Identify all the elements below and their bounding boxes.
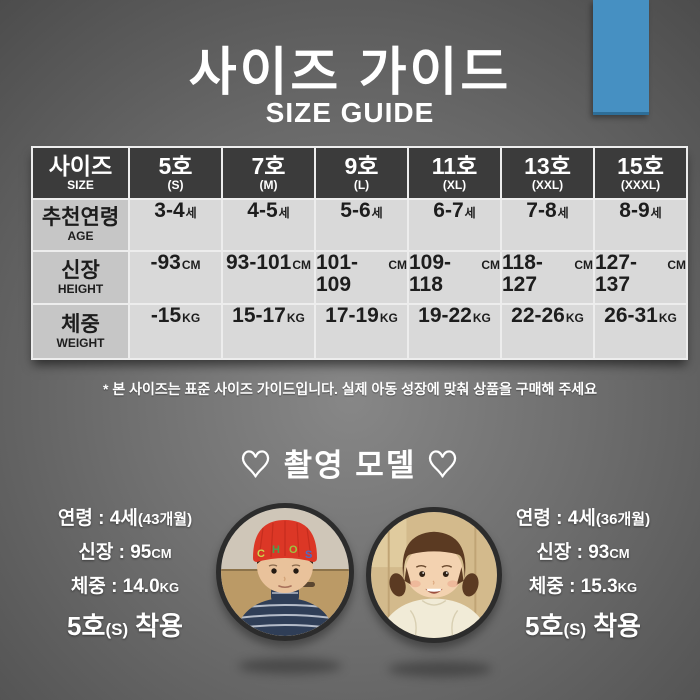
height-cell: 109-118 CM xyxy=(409,251,500,303)
photo-shadow xyxy=(238,658,342,674)
models-heading: ♡ 촬영 모델 ♡ xyxy=(240,448,460,483)
row-sublabel: WEIGHT xyxy=(56,335,105,350)
row-label: 신장 xyxy=(61,258,100,282)
column-header-15: 15호 (XXXL) xyxy=(595,148,686,198)
boy-in-red-knit-hat-illustration: C H O S xyxy=(221,508,349,636)
left-model-photo: C H O S xyxy=(216,503,354,641)
row-label: 체중 xyxy=(61,312,100,336)
size-label: 11호 xyxy=(431,153,478,180)
row-label-height: 신장 HEIGHT xyxy=(33,252,128,303)
hat-letter: C xyxy=(257,548,265,560)
right-model-photo xyxy=(366,507,502,643)
height-cell: 93-101 CM xyxy=(223,251,314,303)
age-line: 연령 : 4세(36개월) xyxy=(515,508,651,529)
age-cell: 8-9 세 xyxy=(595,199,686,250)
hat-letter: S xyxy=(305,549,312,561)
row-label: 추천연령 xyxy=(41,206,120,230)
weight-cell: 22-26 KG xyxy=(502,304,593,358)
left-model-stats: 연령 : 4세(43개월) 신장 : 95CM 체중 : 14.0KG 5호(S… xyxy=(22,506,228,646)
size-label: 7호 xyxy=(251,153,286,180)
table-corner-cell: 사이즈 SIZE xyxy=(33,148,128,198)
photo-shadow xyxy=(388,661,492,677)
size-label: 5호 xyxy=(158,153,193,180)
column-header-13: 13호 (XXL) xyxy=(502,148,593,198)
size-label: 9호 xyxy=(344,153,379,180)
right-model-stats: 연령 : 4세(36개월) 신장 : 93CM 체중 : 15.3KG 5호(S… xyxy=(476,506,690,646)
worn-size-line: 5호(S) 착용 xyxy=(525,611,641,641)
size-code: (XXL) xyxy=(531,178,564,193)
size-table: 사이즈 SIZE 5호 (S) 7호 (M) 9호 (L) 11호 (XL) 1… xyxy=(31,146,688,360)
age-cell: 4-5 세 xyxy=(223,199,314,250)
size-label: 15호 xyxy=(617,153,664,180)
height-cell: -93 CM xyxy=(130,251,221,303)
weight-line: 체중 : 15.3KG xyxy=(528,576,638,597)
corner-label: 사이즈 xyxy=(48,153,113,180)
row-sublabel: AGE xyxy=(67,229,94,244)
size-label: 13호 xyxy=(524,153,571,180)
size-code: (XXXL) xyxy=(620,178,661,193)
age-cell: 7-8 세 xyxy=(502,199,593,250)
weight-cell: 19-22 KG xyxy=(409,304,500,358)
hat-letter: O xyxy=(289,544,298,556)
age-cell: 3-4 세 xyxy=(130,199,221,250)
blue-accent-ribbon xyxy=(593,0,649,115)
corner-sublabel: SIZE xyxy=(67,178,94,193)
size-code: (L) xyxy=(353,178,370,193)
height-line: 신장 : 95CM xyxy=(78,542,172,563)
weight-line: 체중 : 14.0KG xyxy=(70,576,180,597)
age-cell: 5-6 세 xyxy=(316,199,407,250)
age-line: 연령 : 4세(43개월) xyxy=(57,508,193,529)
size-code: (S) xyxy=(167,178,184,193)
weight-cell: 26-31 KG xyxy=(595,304,686,358)
height-cell: 118-127 CM xyxy=(502,251,593,303)
size-code: (XL) xyxy=(442,178,467,193)
height-cell: 101-109 CM xyxy=(316,251,407,303)
page-subtitle: SIZE GUIDE xyxy=(265,97,435,128)
row-sublabel: HEIGHT xyxy=(57,281,104,296)
age-cell: 6-7 세 xyxy=(409,199,500,250)
size-code: (M) xyxy=(259,178,278,193)
size-guide-note: * 본 사이즈는 표준 사이즈 가이드입니다. 실제 아동 성장에 맞춰 상품을… xyxy=(103,381,597,397)
worn-size-line: 5호(S) 착용 xyxy=(67,611,183,641)
row-label-age: 추천연령 AGE xyxy=(33,200,128,250)
weight-cell: -15 KG xyxy=(130,304,221,358)
height-cell: 127-137 CM xyxy=(595,251,686,303)
weight-cell: 17-19 KG xyxy=(316,304,407,358)
column-header-9: 9호 (L) xyxy=(316,148,407,198)
column-header-5: 5호 (S) xyxy=(130,148,221,198)
column-header-7: 7호 (M) xyxy=(223,148,314,198)
page-title: 사이즈 가이드 xyxy=(188,44,512,102)
hat-letter: H xyxy=(272,544,280,556)
column-header-11: 11호 (XL) xyxy=(409,148,500,198)
weight-cell: 15-17 KG xyxy=(223,304,314,358)
row-label-weight: 체중 WEIGHT xyxy=(33,305,128,358)
height-line: 신장 : 93CM xyxy=(536,542,630,563)
girl-in-cream-hoodie-illustration xyxy=(371,512,497,638)
